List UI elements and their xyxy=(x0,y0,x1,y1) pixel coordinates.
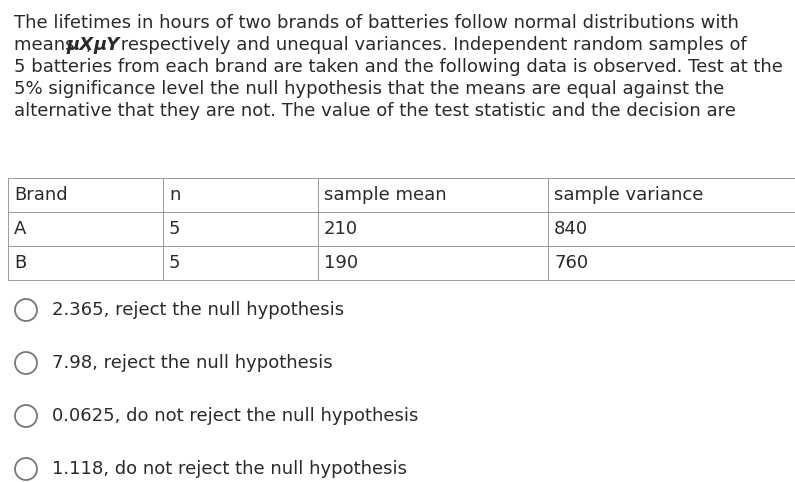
Text: 7.98, reject the null hypothesis: 7.98, reject the null hypothesis xyxy=(52,354,332,372)
Text: 5: 5 xyxy=(169,220,180,238)
Text: μY: μY xyxy=(93,36,119,54)
Text: n: n xyxy=(169,186,180,204)
Text: 5% significance level the null hypothesis that the means are equal against the: 5% significance level the null hypothesi… xyxy=(14,80,724,98)
Text: 840: 840 xyxy=(554,220,588,238)
Text: 0.0625, do not reject the null hypothesis: 0.0625, do not reject the null hypothesi… xyxy=(52,407,418,425)
Text: 1.118, do not reject the null hypothesis: 1.118, do not reject the null hypothesis xyxy=(52,460,407,478)
Text: 5 batteries from each brand are taken and the following data is observed. Test a: 5 batteries from each brand are taken an… xyxy=(14,58,783,76)
Text: 760: 760 xyxy=(554,254,588,272)
Text: The lifetimes in hours of two brands of batteries follow normal distributions wi: The lifetimes in hours of two brands of … xyxy=(14,14,739,32)
Bar xyxy=(8,178,795,280)
Text: B: B xyxy=(14,254,26,272)
Text: 2.365, reject the null hypothesis: 2.365, reject the null hypothesis xyxy=(52,301,344,319)
Text: ,: , xyxy=(86,36,91,54)
Text: sample mean: sample mean xyxy=(324,186,447,204)
Text: respectively and unequal variances. Independent random samples of: respectively and unequal variances. Inde… xyxy=(115,36,747,54)
Text: μX: μX xyxy=(66,36,93,54)
Text: alternative that they are not. The value of the test statistic and the decision : alternative that they are not. The value… xyxy=(14,102,736,120)
Text: sample variance: sample variance xyxy=(554,186,704,204)
Text: 5: 5 xyxy=(169,254,180,272)
Text: 190: 190 xyxy=(324,254,358,272)
Text: 210: 210 xyxy=(324,220,358,238)
Text: means: means xyxy=(14,36,80,54)
Text: Brand: Brand xyxy=(14,186,68,204)
Text: A: A xyxy=(14,220,26,238)
